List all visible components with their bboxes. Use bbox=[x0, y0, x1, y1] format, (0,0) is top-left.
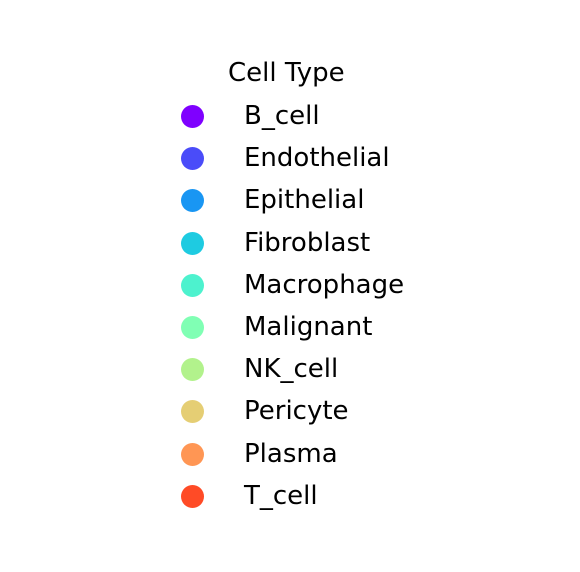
legend-marker bbox=[181, 147, 204, 171]
legend-label: Epithelial bbox=[244, 185, 365, 216]
legend-marker bbox=[181, 358, 204, 382]
legend-entry: Macrophage bbox=[181, 270, 481, 300]
legend-entry: Plasma bbox=[181, 439, 481, 469]
legend-marker bbox=[181, 105, 204, 128]
legend-marker bbox=[181, 400, 204, 424]
legend-label: Malignant bbox=[244, 312, 373, 342]
legend-entry: B_cell bbox=[181, 101, 481, 131]
legend-label: NK_cell bbox=[244, 354, 339, 385]
legend-label: Pericyte bbox=[244, 396, 349, 427]
legend-entry: Pericyte bbox=[181, 396, 481, 426]
legend-marker bbox=[181, 484, 204, 508]
legend-label: Plasma bbox=[244, 438, 338, 469]
legend-entry: NK_cell bbox=[181, 354, 481, 384]
legend-label: B_cell bbox=[244, 101, 320, 131]
legend-entry: Endothelial bbox=[181, 143, 481, 173]
legend-entry: T_cell bbox=[181, 481, 481, 511]
legend-label: T_cell bbox=[244, 480, 318, 511]
legend-entry: Fibroblast bbox=[181, 228, 481, 258]
legend-marker bbox=[181, 273, 204, 297]
legend-marker bbox=[181, 231, 204, 255]
legend-entry: Malignant bbox=[181, 312, 481, 342]
legend-title: Cell Type bbox=[228, 58, 345, 88]
legend-marker bbox=[181, 189, 204, 213]
legend-marker bbox=[181, 442, 204, 466]
legend-entry: Epithelial bbox=[181, 185, 481, 215]
legend-label: Macrophage bbox=[244, 269, 405, 300]
legend-label: Fibroblast bbox=[244, 227, 371, 258]
legend-label: Endothelial bbox=[244, 143, 390, 174]
legend-marker bbox=[181, 316, 204, 339]
